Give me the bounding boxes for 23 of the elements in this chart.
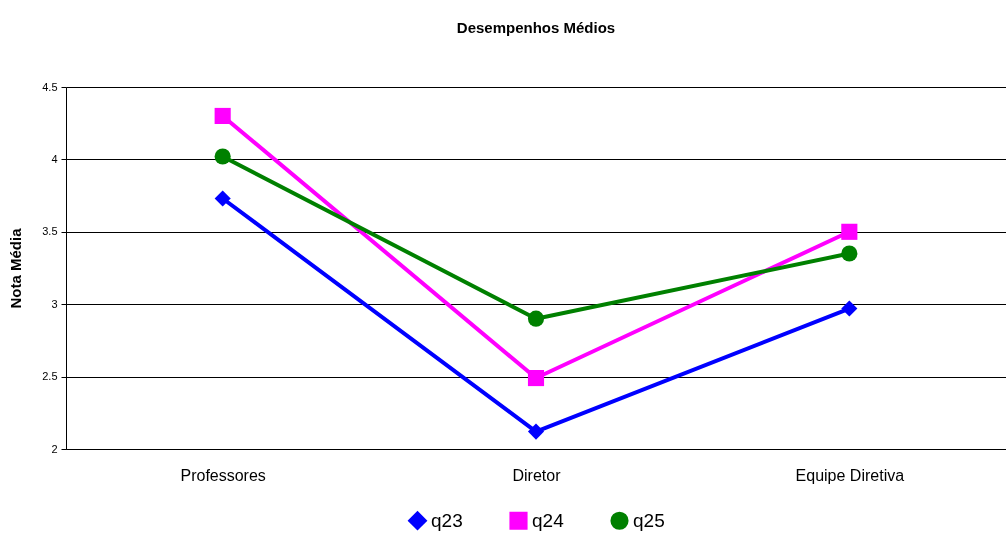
legend-label: q24: [532, 509, 565, 531]
point: [527, 369, 545, 387]
y-tick-label: 4: [51, 152, 58, 165]
y-tick-label: 3.5: [42, 225, 58, 238]
point: [527, 423, 545, 440]
y-tick-label: 3: [51, 297, 58, 310]
x-tick-label: Equipe Diretiva: [795, 466, 905, 484]
y-tick-label: 2.5: [42, 370, 58, 383]
point: [214, 107, 231, 125]
x-tick-label: Diretor: [512, 466, 562, 484]
y-tick-label: 2: [51, 442, 58, 455]
point: [214, 190, 231, 207]
point: [527, 310, 545, 327]
x-tick-label: Professores: [180, 466, 266, 484]
legend-label: q23: [431, 509, 463, 531]
point: [214, 148, 231, 165]
point: [841, 245, 858, 262]
chart-title: Desempenhos Médios: [456, 19, 616, 36]
point: [841, 300, 858, 317]
legend-label: q25: [633, 509, 665, 531]
y-tick-label: 4.5: [42, 80, 58, 93]
point: [841, 223, 858, 240]
y-axis-title: Nota Média: [7, 227, 25, 309]
